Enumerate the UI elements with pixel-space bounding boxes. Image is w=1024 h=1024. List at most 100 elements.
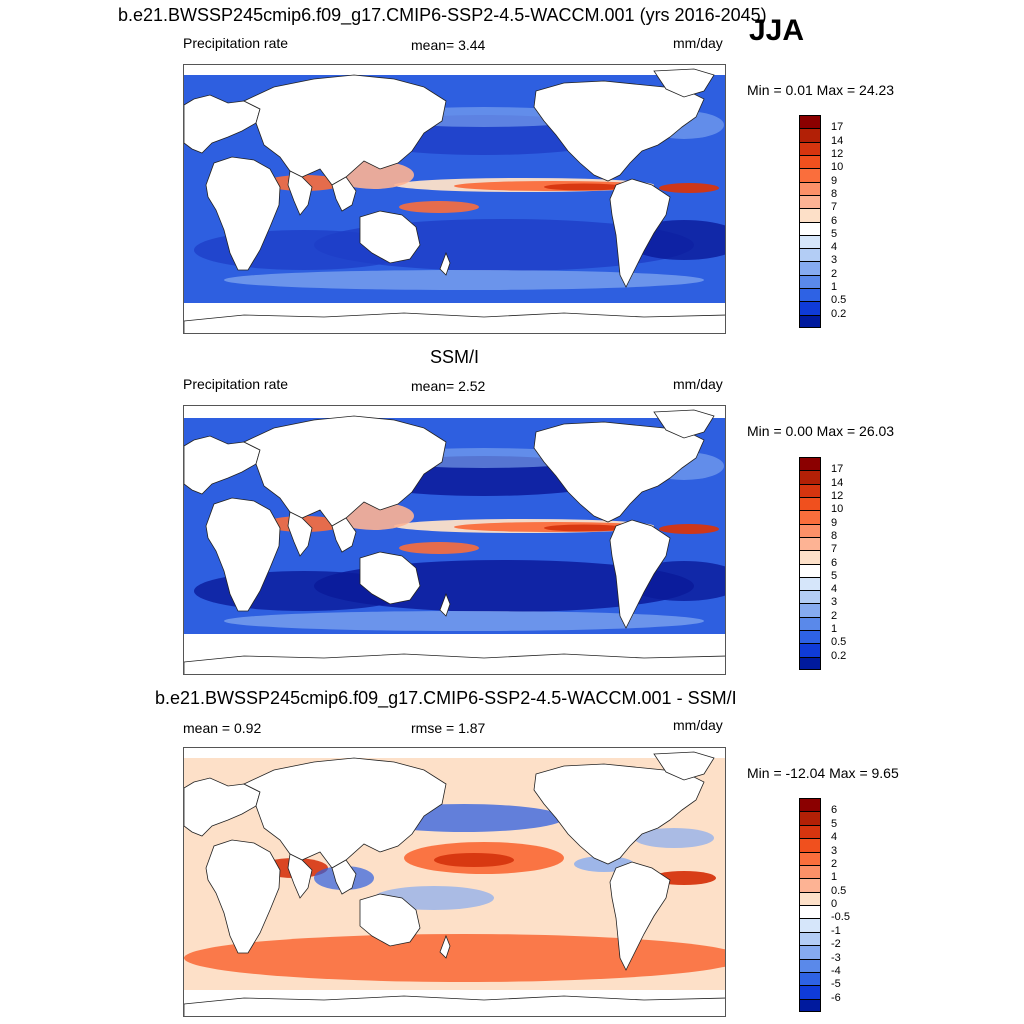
colorbar-swatch (799, 985, 821, 999)
colorbar-tick-label: 0.2 (831, 307, 847, 320)
colorbar-tick-label: 1 (831, 871, 838, 884)
colorbar-tick-label: 0 (831, 898, 838, 910)
colorbar-swatch (799, 510, 821, 524)
colorbar-swatch (799, 314, 821, 328)
colorbar-tick-label: -5 (831, 978, 841, 991)
coastline-europe (184, 94, 261, 154)
colorbar-tick-label: 5 (831, 227, 838, 240)
coastline-greenland (653, 409, 715, 439)
colorbar-tick-label: 1 (831, 623, 838, 636)
colorbar-swatch (799, 208, 821, 222)
colorbar-tick-label: 3 (831, 596, 838, 609)
colorbar-swatch (799, 168, 821, 182)
coastline-africa (205, 839, 281, 954)
coastline-greenland (653, 68, 715, 98)
colorbar-tick-label: 6 (831, 214, 838, 227)
colorbar-swatch (799, 115, 821, 129)
colorbar-tick-label: 12 (831, 147, 844, 160)
colorbar-tick-label: 8 (831, 529, 838, 542)
colorbar-tick-label: 5 (831, 817, 838, 830)
colorbar-swatch (799, 616, 821, 631)
colorbar-swatch (799, 864, 821, 879)
colorbar-tick-label: 2 (831, 609, 838, 622)
colorbar-tick-label: 10 (831, 503, 844, 516)
colorbar-swatch (799, 643, 821, 657)
colorbar-swatch (799, 971, 821, 986)
colorbar-tick-label: 2 (831, 857, 838, 870)
colorbar-swatch (799, 824, 821, 839)
panel1-title: b.e21.BWSSP245cmip6.f09_g17.CMIP6-SSP2-4… (118, 5, 767, 25)
panel2-variable-label: Precipitation rate (183, 376, 289, 392)
coastline-nz (439, 251, 451, 276)
difference-map (183, 747, 726, 1017)
coastline-europe (184, 777, 261, 837)
coastline-africa (205, 156, 281, 271)
colorbar-swatch (799, 998, 821, 1012)
colorbar-swatch (799, 288, 821, 302)
colorbar-swatch (799, 576, 821, 591)
colorbar-tick-label: 7 (831, 543, 838, 556)
colorbar-swatch (799, 656, 821, 670)
coastline-indochina (331, 176, 357, 212)
colorbar-swatch (799, 181, 821, 195)
colorbar-tick-label: 17 (831, 121, 844, 134)
coastline-asia (243, 415, 447, 527)
colorbar-tick-label: 7 (831, 201, 838, 214)
colorbar-swatch (799, 918, 821, 932)
colorbar-tick-label: 3 (831, 254, 838, 267)
coastline-nz (439, 934, 451, 959)
colorbar-tick-label: -0.5 (831, 911, 850, 924)
colorbar-swatch (799, 261, 821, 275)
colorbar-tick-label: 3 (831, 844, 838, 857)
colorbar-swatch (799, 274, 821, 289)
panel3-colorbar: 6 5 4 3 2 1 0.5 0 -0.5 -1 -2 -3 -4 -5 -6 (799, 798, 850, 1012)
colorbar-swatch (799, 811, 821, 825)
coastline-greenland (653, 751, 715, 781)
panel1-minmax-label: Min = 0.01 Max = 24.23 (747, 82, 895, 98)
panel1-mean-label: mean= 3.44 (411, 37, 486, 53)
colorbar-tick-label: 10 (831, 161, 844, 174)
colorbar-swatch (799, 221, 821, 235)
coastline-samerica (609, 519, 671, 629)
colorbar-swatch (799, 590, 821, 604)
colorbar-tick-label: 0.2 (831, 649, 847, 662)
coastline-namerica (533, 421, 705, 523)
colorbar-swatch (799, 838, 821, 852)
colorbar-tick-label: 0.5 (831, 294, 847, 307)
season-label: JJA (749, 14, 805, 47)
colorbar-swatch (799, 536, 821, 551)
colorbar-swatch (799, 550, 821, 564)
colorbar-tick-label: 17 (831, 463, 844, 476)
colorbar-swatch (799, 563, 821, 577)
colorbar-tick-label: 0.5 (831, 884, 847, 897)
colorbar-swatch (799, 603, 821, 617)
colorbar-tick-label: 8 (831, 187, 838, 200)
colorbar-swatch (799, 248, 821, 262)
colorbar-swatch (799, 194, 821, 209)
coastline-india (287, 170, 313, 216)
panel1-variable-label: Precipitation rate (183, 35, 289, 51)
colorbar-tick-label: 1 (831, 281, 838, 294)
colorbar-tick-label: -4 (831, 964, 841, 977)
colorbar-swatch (799, 301, 821, 315)
colorbar-swatch (799, 931, 821, 946)
coastline-samerica (609, 178, 671, 288)
coastline-asia (243, 74, 447, 186)
coastline-india (287, 511, 313, 557)
colorbar-tick-label: 0.5 (831, 636, 847, 649)
colorbar-tick-label: 4 (831, 241, 838, 254)
colorbar-tick-label: 6 (831, 556, 838, 569)
colorbar-tick-label: -2 (831, 938, 841, 951)
colorbar-tick-label: -6 (831, 991, 841, 1004)
panel2-colorbar: 17 14 12 10 9 8 7 6 5 4 3 2 1 0.5 0.2 (799, 457, 846, 670)
colorbar-swatch (799, 154, 821, 169)
colorbar-swatch (799, 905, 821, 919)
coastline-samerica (609, 861, 671, 971)
colorbar-tick-label: 5 (831, 569, 838, 582)
colorbar-swatch (799, 470, 821, 484)
coastline-india (287, 853, 313, 899)
panel2-minmax-label: Min = 0.00 Max = 26.03 (747, 423, 895, 439)
coastline-namerica (533, 763, 705, 865)
coastline-antarctica (184, 653, 725, 674)
colorbar-tick-label: 6 (831, 804, 838, 817)
